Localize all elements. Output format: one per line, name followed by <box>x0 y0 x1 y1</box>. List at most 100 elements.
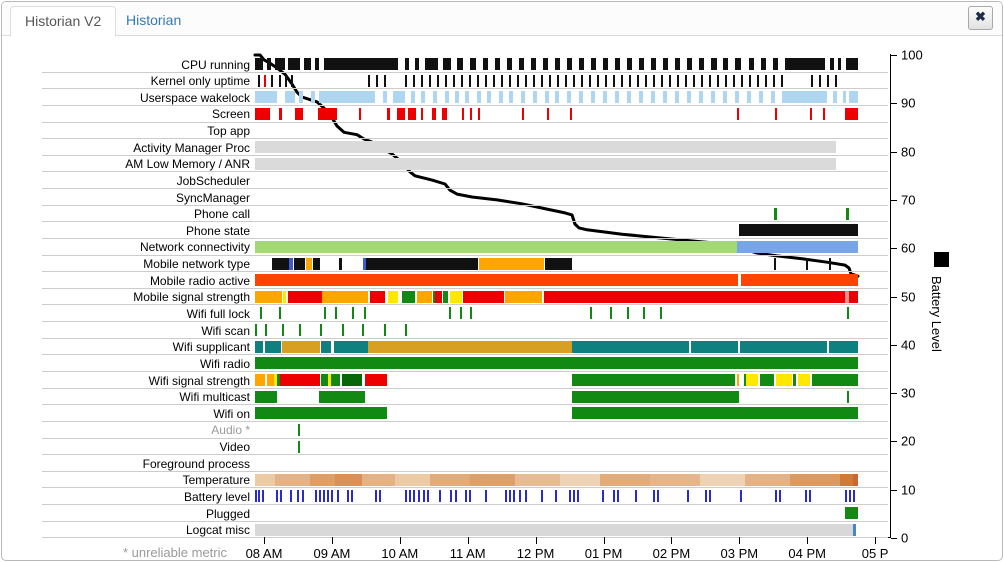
timeline-segment-screen[interactable] <box>359 107 361 120</box>
timeline-segment-wifi-full-lock[interactable] <box>660 307 662 320</box>
timeline-segment-kernel-only-uptime[interactable] <box>653 74 655 87</box>
timeline-segment-userspace-wakelock[interactable] <box>699 91 703 104</box>
timeline-segment-wifi-full-lock[interactable] <box>335 307 337 320</box>
timeline-segment-cpu-running[interactable] <box>315 58 319 70</box>
timeline-segment-kernel-only-uptime[interactable] <box>637 74 639 87</box>
timeline-segment-wifi-full-lock[interactable] <box>470 307 472 320</box>
timeline-segment-temperature[interactable] <box>515 473 560 486</box>
timeline-segment-userspace-wakelock[interactable] <box>499 91 503 104</box>
timeline-segment-cpu-running[interactable] <box>591 58 596 70</box>
timeline-segment-kernel-only-uptime[interactable] <box>749 74 751 87</box>
timeline-segment-kernel-only-uptime[interactable] <box>376 74 378 87</box>
timeline-segment-kernel-only-uptime[interactable] <box>573 74 575 87</box>
timeline-segment-wifi-signal-strength[interactable] <box>331 374 340 386</box>
timeline-segment-kernel-only-uptime[interactable] <box>469 74 471 87</box>
timeline-segment-battery-level[interactable] <box>525 490 527 503</box>
timeline-segment-wifi-supplicant[interactable] <box>829 340 858 353</box>
timeline-segment-userspace-wakelock[interactable] <box>675 91 679 104</box>
timeline-segment-battery-level[interactable] <box>323 490 325 503</box>
timeline-segment-screen[interactable] <box>421 107 423 120</box>
timeline-segment-kernel-only-uptime[interactable] <box>557 74 559 87</box>
timeline-segment-wifi-supplicant[interactable] <box>265 340 281 353</box>
timeline-segment-temperature[interactable] <box>470 473 515 486</box>
timeline-segment-kernel-only-uptime[interactable] <box>437 74 439 87</box>
timeline-segment-cpu-running[interactable] <box>405 58 409 70</box>
timeline-segment-screen[interactable] <box>462 107 464 120</box>
timeline-segment-userspace-wakelock[interactable] <box>735 91 739 104</box>
timeline-segment-kernel-only-uptime[interactable] <box>405 74 407 87</box>
timeline-segment-cpu-running[interactable] <box>830 58 834 70</box>
timeline-segment-kernel-only-uptime[interactable] <box>685 74 687 87</box>
timeline-segment-kernel-only-uptime[interactable] <box>811 74 813 87</box>
timeline-segment-battery-level[interactable] <box>319 490 321 503</box>
timeline-segment-wifi-full-lock[interactable] <box>352 307 354 320</box>
timeline-segment-mobile-signal-strength[interactable] <box>283 290 286 303</box>
timeline-segment-kernel-only-uptime[interactable] <box>835 74 837 87</box>
timeline-segment-cpu-running[interactable] <box>639 58 644 70</box>
timeline-segment-kernel-only-uptime[interactable] <box>669 74 671 87</box>
timeline-segment-kernel-only-uptime[interactable] <box>717 74 719 87</box>
timeline-segment-wifi-signal-strength[interactable] <box>277 374 280 386</box>
timeline-segment-cpu-running[interactable] <box>495 58 500 70</box>
timeline-segment-battery-level[interactable] <box>519 490 521 503</box>
timeline-segment-wifi-signal-strength[interactable] <box>737 374 739 386</box>
timeline-segment-kernel-only-uptime[interactable] <box>493 74 495 87</box>
timeline-segment-screen[interactable] <box>432 107 436 120</box>
timeline-segment-temperature[interactable] <box>275 473 310 486</box>
timeline-segment-userspace-wakelock[interactable] <box>711 91 715 104</box>
timeline-segment-kernel-only-uptime[interactable] <box>477 74 479 87</box>
timeline-segment-wifi-signal-strength[interactable] <box>280 374 320 386</box>
timeline-segment-kernel-only-uptime[interactable] <box>621 74 623 87</box>
timeline-segment-cpu-running[interactable] <box>443 58 451 70</box>
timeline-segment-kernel-only-uptime[interactable] <box>827 74 829 87</box>
timeline-segment-kernel-only-uptime[interactable] <box>368 74 370 87</box>
timeline-segment-wifi-supplicant[interactable] <box>282 340 320 353</box>
timeline-segment-wifi-scan[interactable] <box>265 324 267 337</box>
timeline-segment-cpu-running[interactable] <box>579 58 584 70</box>
timeline-segment-userspace-wakelock[interactable] <box>849 91 858 104</box>
timeline-segment-wifi-signal-strength[interactable] <box>798 374 810 386</box>
timeline-segment-userspace-wakelock[interactable] <box>747 91 751 104</box>
timeline-segment-wifi-full-lock[interactable] <box>449 307 451 320</box>
timeline-segment-wifi-signal-strength[interactable] <box>812 374 858 386</box>
timeline-segment-wifi-full-lock[interactable] <box>324 307 326 320</box>
timeline-segment-kernel-only-uptime[interactable] <box>384 74 386 87</box>
timeline-segment-userspace-wakelock[interactable] <box>782 91 827 104</box>
timeline-segment-screen[interactable] <box>295 107 303 120</box>
timeline-segment-kernel-only-uptime[interactable] <box>445 74 447 87</box>
timeline-segment-logcat-misc[interactable] <box>255 523 853 536</box>
timeline-segment-mobile-signal-strength[interactable] <box>849 290 858 303</box>
timeline-segment-kernel-only-uptime[interactable] <box>819 74 821 87</box>
timeline-segment-wifi-scan[interactable] <box>255 324 257 337</box>
timeline-segment-wifi-signal-strength[interactable] <box>274 374 277 386</box>
timeline-segment-screen[interactable] <box>255 107 270 120</box>
timeline-segment-screen[interactable] <box>387 107 390 120</box>
timeline-segment-mobile-network-type[interactable] <box>366 257 478 270</box>
timeline-segment-cpu-running[interactable] <box>773 58 778 70</box>
timeline-segment-kernel-only-uptime[interactable] <box>533 74 535 87</box>
timeline-segment-kernel-only-uptime[interactable] <box>279 74 281 87</box>
timeline-segment-mobile-network-type[interactable] <box>545 257 572 270</box>
timeline-segment-battery-level[interactable] <box>469 490 471 503</box>
timeline-segment-battery-level[interactable] <box>315 490 317 503</box>
timeline-segment-userspace-wakelock[interactable] <box>255 91 277 104</box>
timeline-segment-cpu-running[interactable] <box>555 58 560 70</box>
timeline-segment-battery-level[interactable] <box>573 490 575 503</box>
timeline-segment-kernel-only-uptime[interactable] <box>661 74 663 87</box>
timeline-segment-cpu-running[interactable] <box>415 58 419 70</box>
timeline-segment-cpu-running[interactable] <box>687 58 692 70</box>
timeline-segment-userspace-wakelock[interactable] <box>833 91 837 104</box>
timeline-segment-mobile-network-type[interactable] <box>479 257 544 270</box>
timeline-segment-cpu-running[interactable] <box>603 58 608 70</box>
timeline-segment-wifi-supplicant[interactable] <box>255 340 263 353</box>
timeline-segment-kernel-only-uptime[interactable] <box>549 74 551 87</box>
tab-historian[interactable]: Historian <box>126 12 182 28</box>
timeline-segment-battery-level[interactable] <box>331 490 333 503</box>
timeline-segment-kernel-only-uptime[interactable] <box>677 74 679 87</box>
timeline-segment-userspace-wakelock[interactable] <box>299 91 303 104</box>
timeline-segment-battery-level[interactable] <box>775 490 777 503</box>
timeline-segment-mobile-network-type[interactable] <box>294 257 305 270</box>
timeline-segment-battery-level[interactable] <box>337 490 339 503</box>
timeline-segment-wifi-multicast[interactable] <box>255 390 277 403</box>
timeline-segment-temperature[interactable] <box>700 473 745 486</box>
